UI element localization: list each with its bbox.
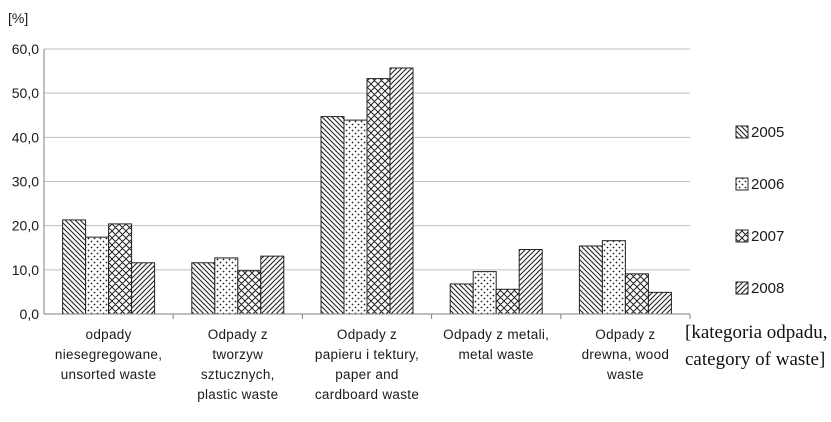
bar-2005	[320, 116, 345, 315]
bar-2008	[518, 249, 543, 315]
bar-2007	[624, 273, 649, 315]
bar-2008	[260, 255, 285, 315]
bars	[62, 67, 672, 315]
x-category-label: Odpady z drewna, wood waste	[582, 327, 670, 382]
bar-2008	[647, 291, 672, 315]
bar-2007	[108, 223, 133, 315]
y-tick-labels: 0,0 10,0 20,0 30,0 40,0 50,0 60,0	[12, 41, 39, 322]
bar-2005	[449, 283, 474, 315]
bar-2006	[85, 236, 110, 315]
x-category-label: Odpady z tworzyw sztucznych, plastic waste	[197, 327, 278, 402]
legend-label-2008: 2008	[751, 280, 784, 297]
y-tick-label: 20,0	[12, 218, 39, 234]
bar-2006	[472, 271, 497, 315]
bar-2006	[343, 119, 368, 315]
legend-swatch-2006	[735, 177, 749, 191]
legend-label-2007: 2007	[751, 228, 784, 245]
legend-label-2006: 2006	[751, 176, 784, 193]
bar-2008	[389, 67, 414, 315]
bar-2007	[495, 288, 520, 315]
legend-swatch-2008	[735, 281, 749, 295]
legend-swatch-2007	[735, 229, 749, 243]
axes	[43, 49, 691, 319]
bar-2006	[601, 240, 626, 315]
y-tick-label: 60,0	[12, 41, 39, 57]
legend: 2005 2006 2007 2008	[735, 124, 784, 297]
y-tick-label: 10,0	[12, 262, 39, 278]
legend-swatch-2005	[735, 125, 749, 139]
bar-2005	[191, 262, 216, 315]
y-tick-label: 50,0	[12, 85, 39, 101]
bar-2008	[131, 262, 156, 315]
x-category-label: Odpady z papieru i tektury, paper and cardb…	[315, 327, 419, 402]
bar-2005	[578, 245, 603, 315]
bar-2007	[237, 270, 262, 315]
bar-2006	[214, 257, 239, 315]
y-tick-label: 0,0	[20, 306, 40, 322]
x-axis-title-line-2: category of waste]	[685, 349, 825, 370]
bar-2007	[366, 78, 391, 315]
y-tick-label: 40,0	[12, 129, 39, 145]
x-axis-title-line-1: [kategoria odpadu,	[685, 322, 827, 343]
bar-2005	[62, 219, 87, 315]
y-axis-label: [%]	[8, 10, 28, 26]
x-category-label: odpady niesegregowane, unsorted waste	[55, 327, 162, 382]
legend-label-2005: 2005	[751, 124, 784, 141]
y-tick-label: 30,0	[12, 174, 39, 190]
x-category-label: Odpady z metali, metal waste	[443, 327, 549, 362]
category-labels: odpady niesegregowane, unsorted waste Odpad…	[55, 327, 669, 402]
